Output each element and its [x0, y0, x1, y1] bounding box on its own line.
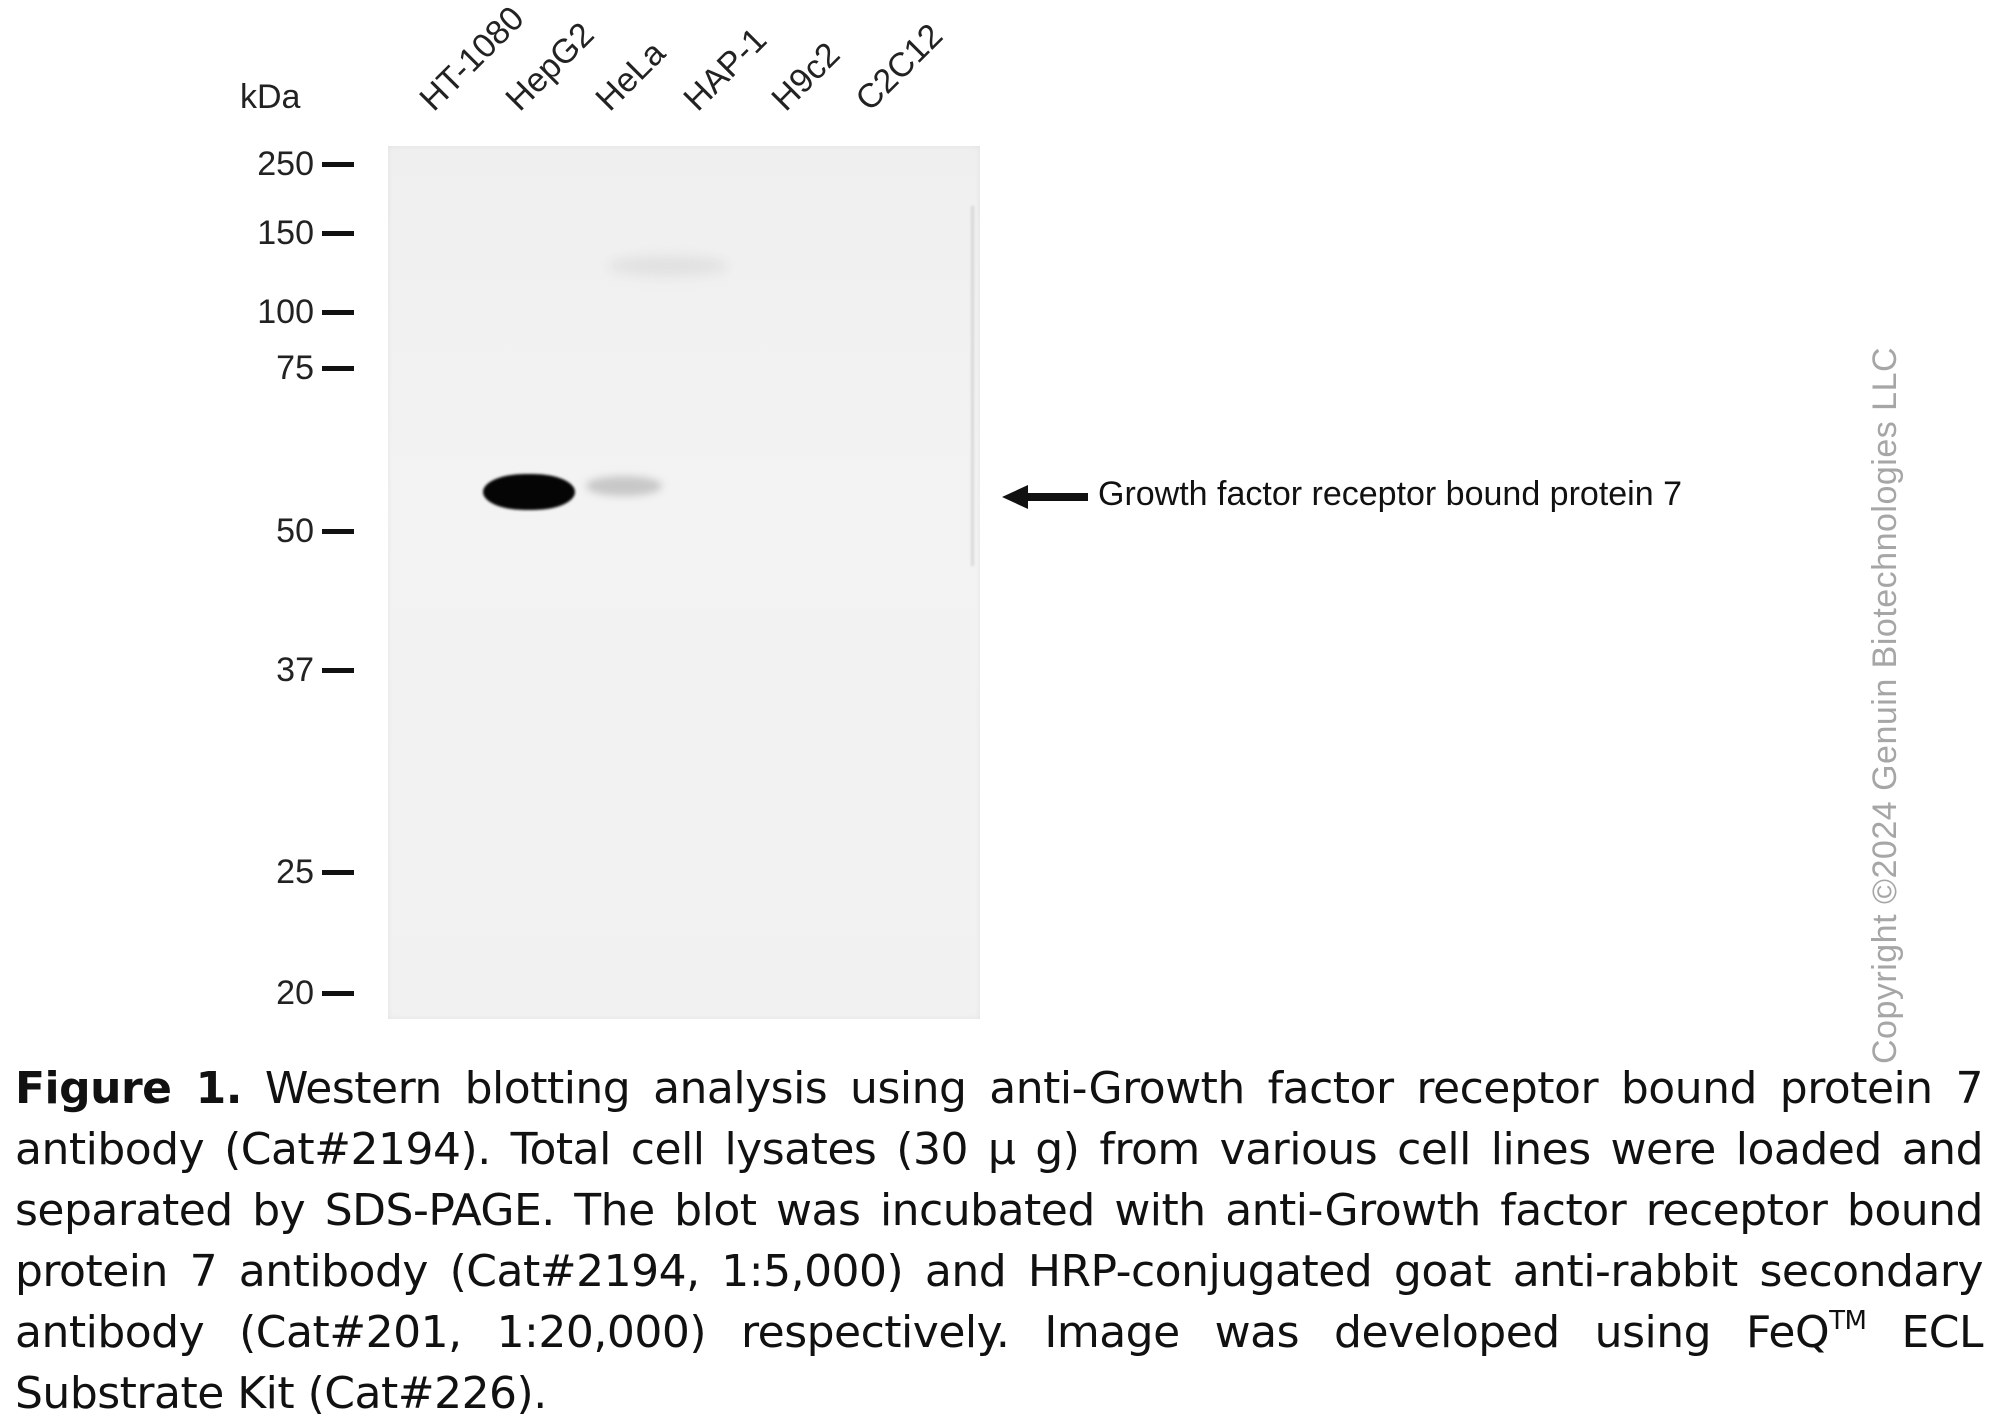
band-annotation: Growth factor receptor bound protein 7: [1098, 475, 1682, 513]
marker-100-label: 100: [257, 293, 314, 331]
marker-75: 75: [200, 348, 360, 388]
caption-body-1: Western blotting analysis using anti-Gro…: [15, 1063, 1984, 1358]
lane-label-hela: HeLa: [588, 33, 673, 119]
marker-150-tick: [322, 231, 354, 236]
marker-75-label: 75: [276, 349, 314, 387]
marker-50-label: 50: [276, 512, 314, 550]
marker-25: 25: [200, 852, 360, 892]
caption-body-2: ECL Substrate Kit (Cat#226).: [15, 1307, 1984, 1419]
marker-25-tick: [322, 870, 354, 875]
marker-37: 37: [200, 650, 360, 690]
copyright-watermark: Copyright ©2024 Genuin Biotechnologies L…: [1866, 346, 1904, 1064]
lane-label-h9c2: H9c2: [764, 35, 848, 119]
band-hela: [586, 476, 662, 496]
lane-label-hap1: HAP-1: [676, 20, 775, 119]
figure-caption: Figure 1. Western blotting analysis usin…: [15, 1058, 1984, 1424]
membrane-edge-artifact: [971, 206, 974, 566]
marker-37-label: 37: [276, 651, 314, 689]
marker-100: 100: [200, 292, 360, 332]
marker-20-tick: [322, 991, 354, 996]
marker-50-tick: [322, 529, 354, 534]
marker-75-tick: [322, 366, 354, 371]
kda-label: kDa: [240, 78, 301, 116]
caption-lead: Figure 1.: [15, 1063, 243, 1114]
band-hepg2: [483, 474, 575, 510]
marker-150-label: 150: [257, 214, 314, 252]
marker-20: 20: [200, 973, 360, 1013]
background-smudge: [608, 256, 728, 276]
marker-25-label: 25: [276, 853, 314, 891]
marker-250-label: 250: [257, 145, 314, 183]
marker-150: 150: [200, 213, 360, 253]
western-blot-figure: kDa HT-1080 HepG2 HeLa HAP-1 H9c2 C2C12 …: [200, 0, 1904, 1064]
blot-membrane: [388, 146, 980, 1019]
band-arrow-icon: [1002, 485, 1088, 509]
marker-100-tick: [322, 310, 354, 315]
marker-250: 250: [200, 144, 360, 184]
lane-label-c2c12: C2C12: [848, 16, 951, 119]
marker-20-label: 20: [276, 974, 314, 1012]
marker-250-tick: [322, 162, 354, 167]
marker-37-tick: [322, 668, 354, 673]
marker-50: 50: [200, 511, 360, 551]
caption-trademark: TM: [1829, 1306, 1867, 1336]
